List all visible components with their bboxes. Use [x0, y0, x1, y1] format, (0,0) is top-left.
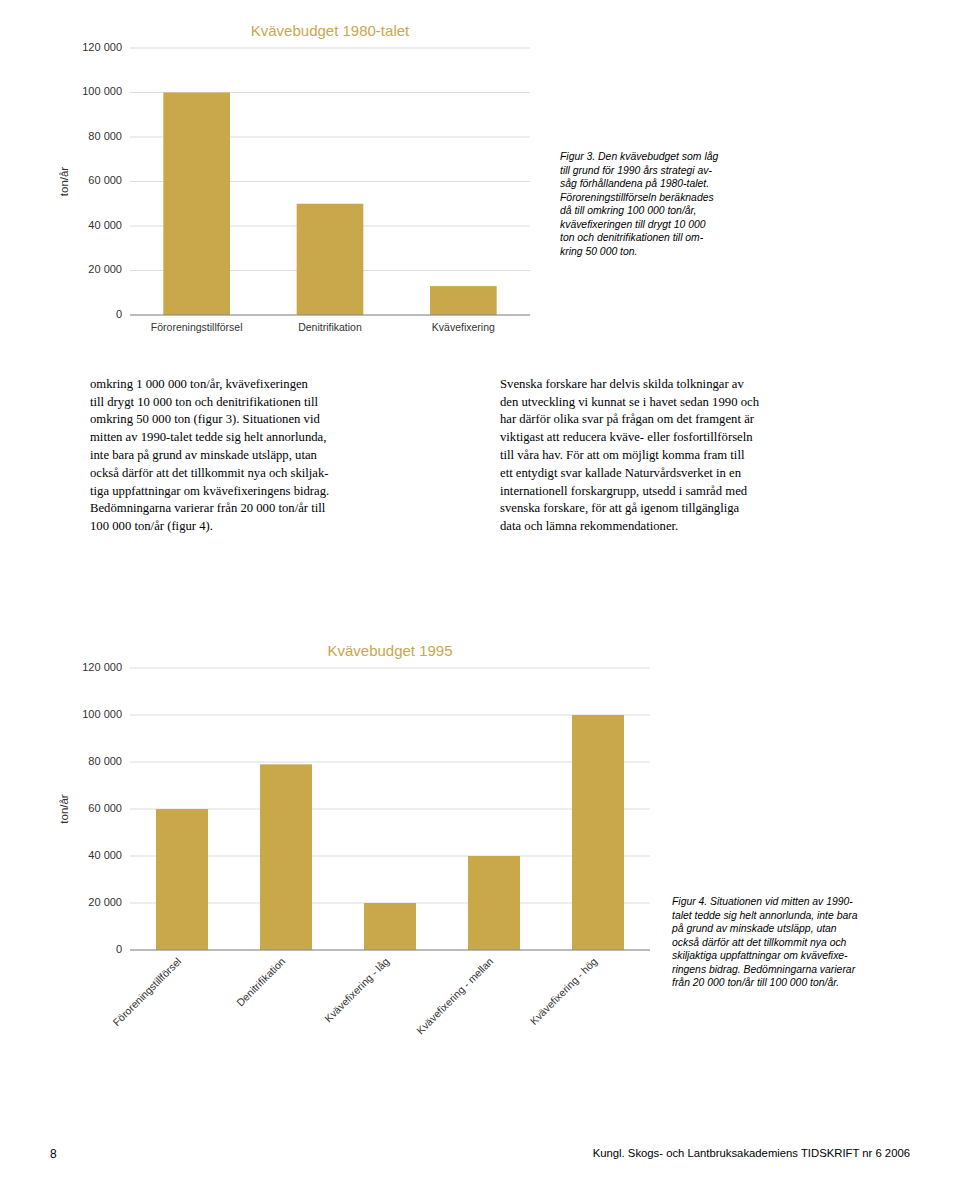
y-tick-label: 20 000 — [88, 896, 122, 908]
y-tick-label: 20 000 — [88, 263, 122, 275]
x-tick-label: Föroreningstillförsel — [110, 955, 183, 1028]
bar — [163, 93, 230, 316]
chart-title: Kvävebudget 1980-talet — [251, 22, 410, 39]
body-text: omkring 1 000 000 ton/år, kvävefixeringe… — [90, 377, 329, 533]
x-tick-label: Föroreningstillförsel — [151, 321, 243, 333]
y-tick-label: 60 000 — [88, 802, 122, 814]
grid-line — [130, 668, 650, 669]
y-tick-label: 100 000 — [82, 85, 122, 97]
y-tick-label: 120 000 — [82, 661, 122, 673]
page: Kvävebudget 1980-talet 0 20 000 40 000 60 00… — [0, 0, 960, 1177]
y-axis-label: ton/år — [58, 794, 70, 824]
bar — [297, 204, 364, 315]
x-tick-label: Denitrifikation — [234, 955, 288, 1009]
y-tick-label: 0 — [116, 308, 122, 320]
grid-line — [130, 315, 530, 316]
bar — [260, 764, 312, 950]
y-tick-label: 40 000 — [88, 219, 122, 231]
body-text: Svenska forskare har delvis skilda tolkn… — [500, 377, 760, 533]
x-tick-label: Denitrifikation — [298, 321, 362, 333]
y-tick-label: 80 000 — [88, 755, 122, 767]
y-tick-label: 100 000 — [82, 708, 122, 720]
y-tick-label: 0 — [116, 943, 122, 955]
bar — [364, 903, 416, 950]
bars — [156, 715, 624, 950]
caption: Figur 4. Situationen vid mitten av 1990-… — [671, 896, 858, 988]
grid-line — [130, 48, 530, 49]
chart-title: Kvävebudget 1995 — [327, 642, 452, 659]
x-axis-line — [130, 950, 650, 951]
chart: Kvävebudget 1980-talet 0 20 000 40 000 60 00… — [58, 22, 530, 333]
y-tick-label: 40 000 — [88, 849, 122, 861]
footer: 8 — [50, 1147, 57, 1161]
grid-line — [130, 950, 650, 951]
x-tick-label: Kvävefixering - hög — [527, 955, 599, 1027]
bar — [572, 715, 624, 950]
bar — [156, 809, 208, 950]
x-tick-label: Kvävefixering — [432, 321, 495, 333]
x-axis-line — [130, 315, 530, 316]
caption: Figur 3. Den kvävebudget som lågtill gru… — [560, 151, 718, 257]
chart: Kvävebudget 1995 0 20 000 40 000 60 000 80 00… — [58, 642, 650, 1036]
y-axis-label: ton/år — [58, 167, 70, 197]
bars — [163, 93, 496, 316]
bar — [430, 286, 497, 315]
y-tick-label: 80 000 — [88, 130, 122, 142]
y-tick-label: 60 000 — [88, 174, 122, 186]
footer: Kungl. Skogs- och Lantbruksakademiens TI… — [593, 1147, 910, 1159]
y-tick-label: 120 000 — [82, 41, 122, 53]
background — [0, 0, 960, 1177]
x-tick-label: Kvävefixering - låg — [322, 955, 392, 1025]
x-tick-label: Kvävefixering - mellan — [414, 955, 496, 1037]
bar — [468, 856, 520, 950]
